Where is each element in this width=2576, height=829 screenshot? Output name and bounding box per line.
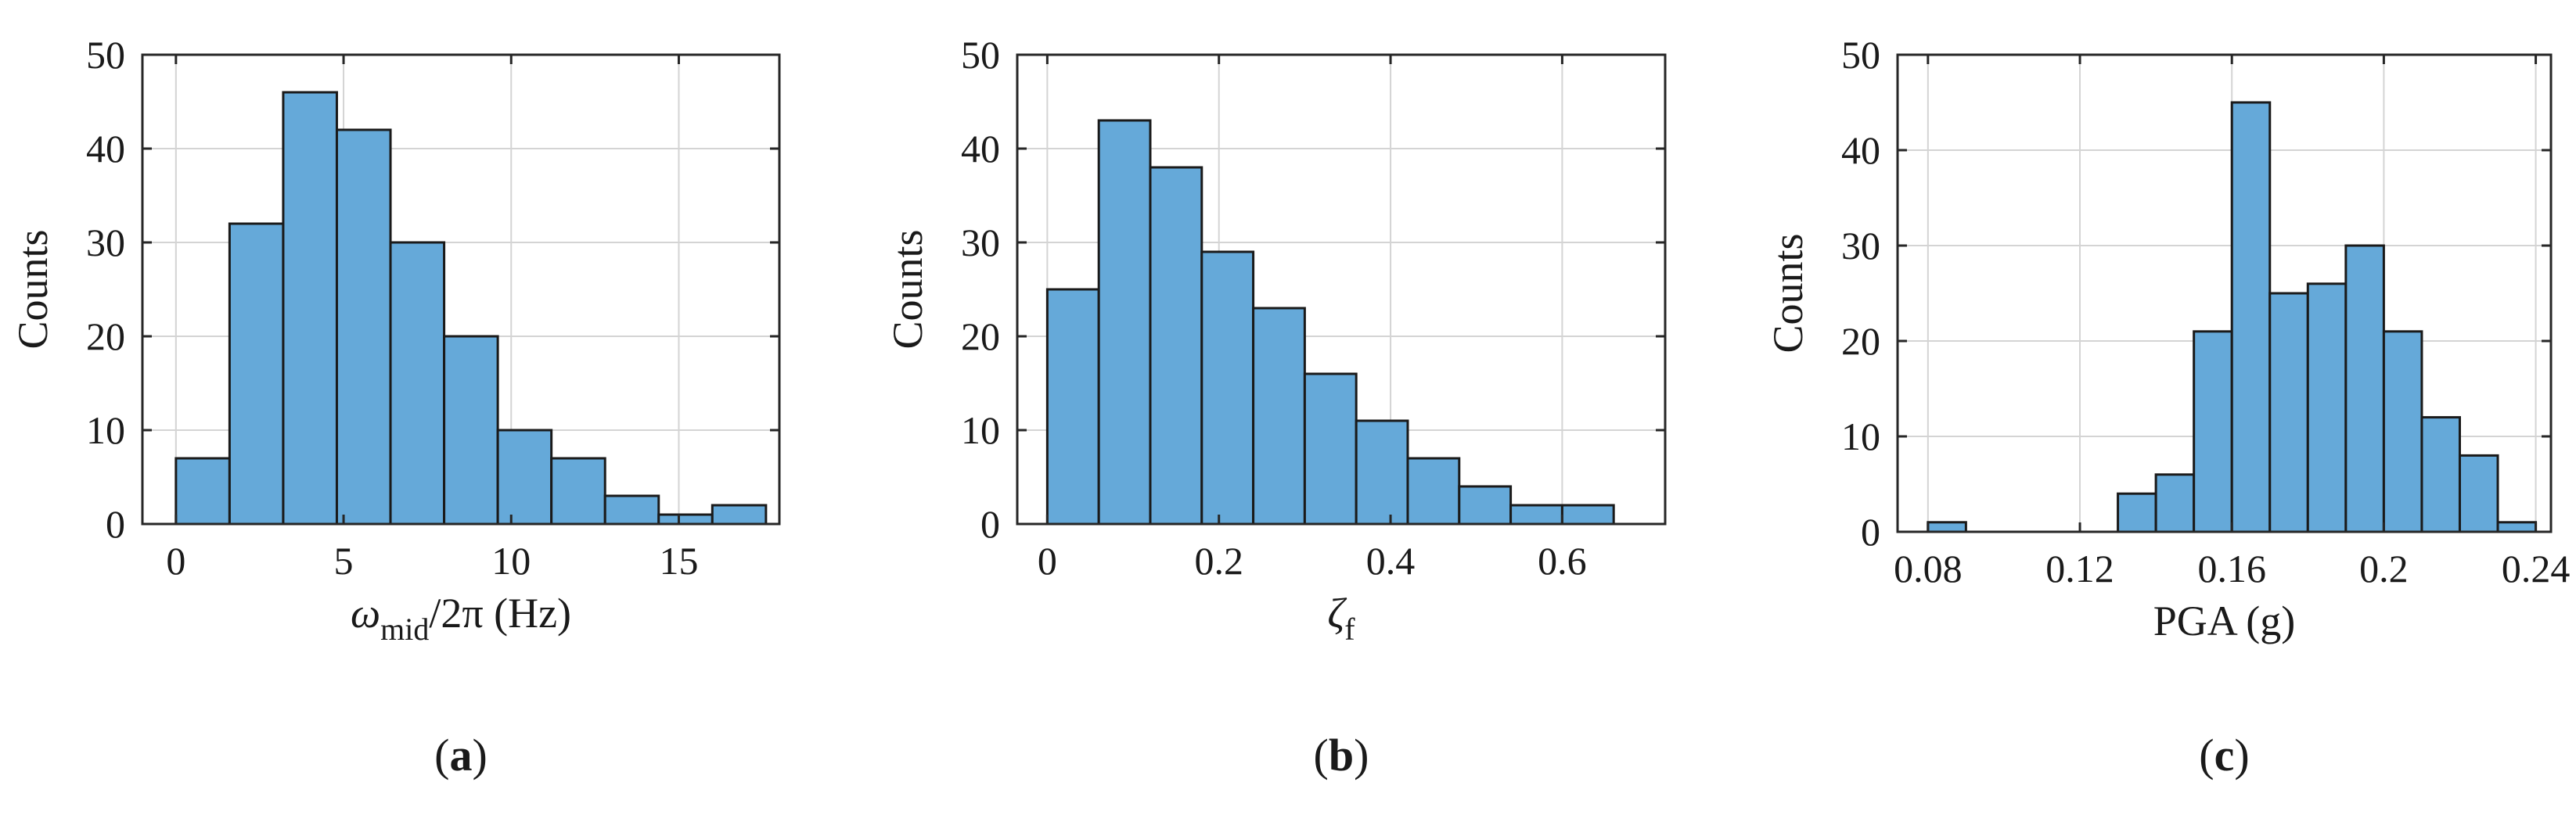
x-tick-label: 0.2 [2359,547,2409,590]
x-axis-label: ζf [1327,590,1355,647]
histogram-bar [1560,504,1615,526]
x-tick-label: 0.6 [1538,539,1587,583]
x-tick-label: 0.4 [1366,539,1416,583]
x-axis-label-subscript: mid [380,612,429,647]
x-axis-label-rest: /2π (Hz) [429,590,571,637]
x-axis-label-main: ω [351,590,380,637]
y-tick-label: 20 [961,314,1000,358]
y-axis-label: Counts [9,229,56,349]
x-tick-label: 10 [491,539,531,583]
x-axis-label-subscript: f [1344,612,1355,647]
x-tick-label: 0.2 [1194,539,1243,583]
x-tick-label: 0.12 [2045,547,2114,590]
histogram-bar [2268,292,2309,533]
histogram-bar [2382,330,2423,533]
histogram-bar [603,494,660,526]
y-tick-label: 50 [961,33,1000,77]
histogram-bar [389,241,446,526]
panel-c: 0.08 0.12 0.16 0.2 0.24 0 10 20 30 40 50 Counts PGA … [1765,33,2570,781]
y-tick-label: 50 [1841,33,1880,77]
histogram-bar [174,457,231,526]
y-tick-label: 20 [86,314,125,358]
y-axis-label: Counts [884,229,931,349]
panel-label-close: ) [1354,730,1369,781]
panel-label-letter: b [1329,730,1354,781]
histogram-bar [1200,250,1255,526]
panel-b: 0 0.2 0.4 0.6 0 10 20 30 40 50 Counts ζf (b) [884,33,1667,781]
y-axis-label: Counts [1765,233,1811,353]
axes-frame [141,53,781,526]
panel-label-open: ( [434,730,449,781]
histogram-bar [2420,416,2461,533]
y-tick-label: 20 [1841,319,1880,363]
histogram-bar [2193,330,2233,533]
x-axis-label: PGA (g) [2153,598,2296,644]
histogram-bar [2458,454,2499,533]
panel-label: (a) [434,730,487,781]
histogram-bar [335,128,392,526]
panel-label-open: ( [1314,730,1329,781]
y-tick-label: 30 [86,221,125,264]
histogram-bar [2496,521,2538,533]
x-tick-label: 0 [166,539,185,583]
panel-label: (b) [1314,730,1369,781]
histogram-bar [2117,492,2157,533]
y-tick-label: 10 [961,408,1000,452]
y-tick-label: 10 [86,408,125,452]
panel-label-letter: a [450,730,473,781]
x-tick-label: 0 [1038,539,1057,583]
panel-label: (c) [2199,730,2249,781]
y-tick-label: 0 [106,502,125,546]
panel-label-close: ) [2234,730,2249,781]
histogram-bar [443,335,499,526]
histogram-bar [657,513,714,526]
histogram-bar [1303,372,1358,526]
x-axis-label-main: ζ [1327,590,1347,637]
y-tick-label: 30 [1841,224,1880,267]
x-tick-label: 0.16 [2197,547,2266,590]
histogram-bar [282,91,338,526]
histogram-bar [1252,307,1306,526]
y-tick-label: 40 [86,127,125,170]
histogram-bar [1149,166,1203,526]
histogram-bar [496,429,553,526]
histogram-bar [2306,282,2348,533]
panel-label-letter: c [2214,730,2235,781]
y-tick-label: 40 [1841,128,1880,172]
histogram-bar [1458,485,1513,526]
axes-frame [1016,53,1667,526]
x-tick-label: 0.08 [1894,547,1963,590]
x-tick-label: 15 [659,539,698,583]
histogram-bar [2344,244,2385,533]
x-tick-label: 0.24 [2502,547,2571,590]
y-tick-label: 30 [961,221,1000,264]
axes-frame [1896,53,2553,533]
x-tick-label: 5 [334,539,354,583]
y-tick-label: 10 [1841,414,1880,458]
y-tick-label: 50 [86,33,125,77]
histogram-bar [1097,119,1152,526]
histogram-bar [1927,521,1967,533]
histogram-bar [1406,457,1461,526]
histogram-bar [2230,101,2272,533]
histogram-bar [228,222,285,526]
histogram-bar [2154,473,2196,533]
histogram-bar [711,504,768,526]
histogram-bar [550,457,606,526]
y-tick-label: 0 [980,502,1000,546]
y-tick-label: 40 [961,127,1000,170]
y-tick-label: 0 [1861,510,1880,554]
panel-label-open: ( [2199,730,2214,781]
panel-label-close: ) [473,730,487,781]
x-axis-label-main: PGA (g) [2153,598,2296,644]
histogram-bar [1355,419,1409,526]
histogram-bar [1509,504,1563,526]
panel-a: 0 5 10 15 0 10 20 30 40 50 Counts ωmid/2π (Hz) (a) [9,33,781,781]
x-axis-label: ωmid/2π (Hz) [351,590,571,647]
histogram-bar [1045,288,1100,526]
